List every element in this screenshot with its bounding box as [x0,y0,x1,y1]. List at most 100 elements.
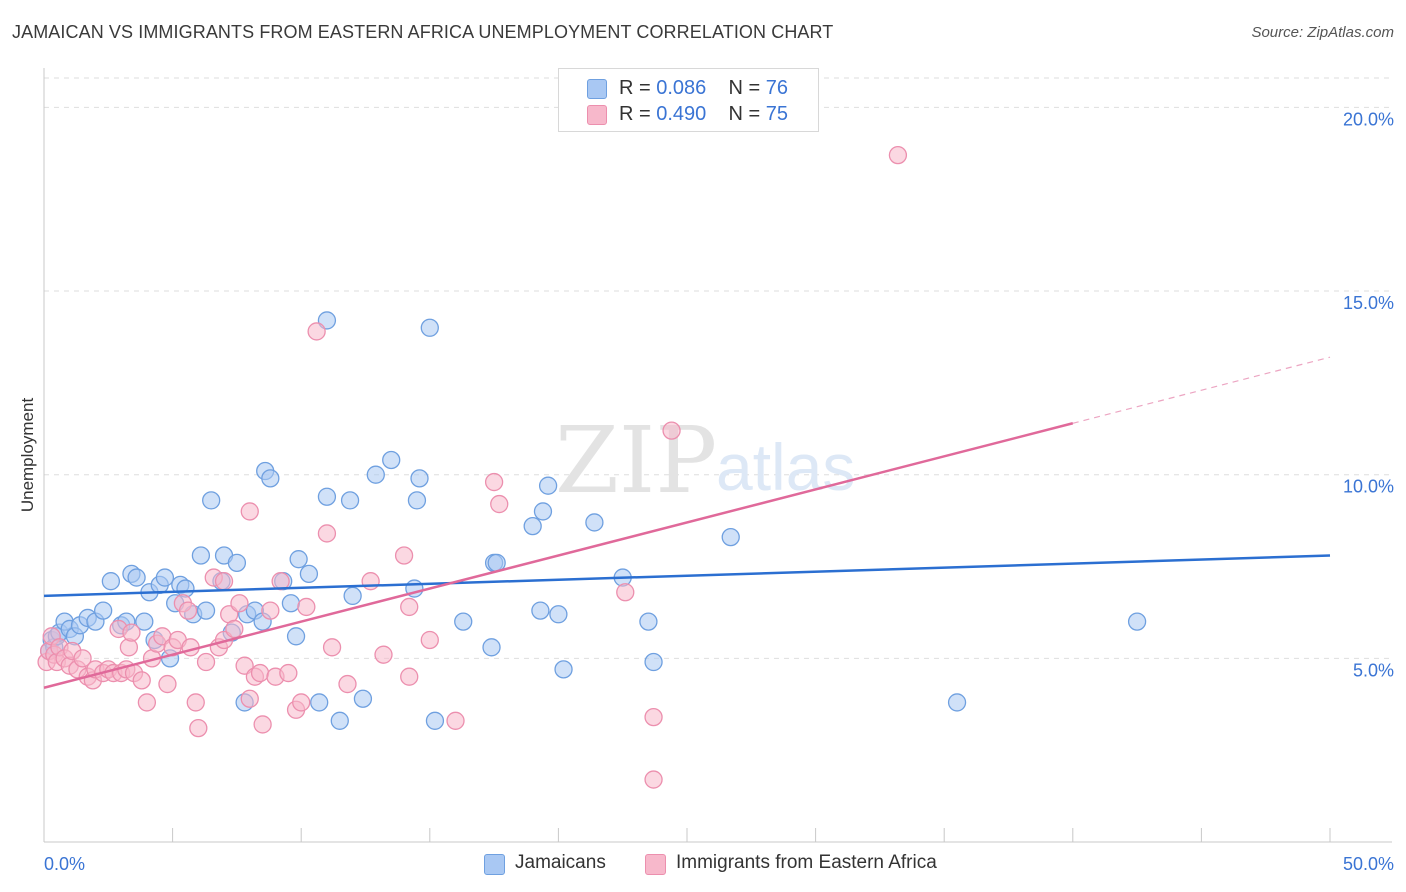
watermark-atlas: atlas [716,430,855,504]
point-jamaicans [343,586,362,606]
chart-title: JAMAICAN VS IMMIGRANTS FROM EASTERN AFRI… [12,22,834,42]
y-tick-label: 10.0% [1343,477,1394,497]
point-jamaicans [420,318,439,337]
point-jamaicans [549,605,568,624]
bottom-legend-label-jamaicans: Jamaicans [515,852,606,873]
point-eastern-africa [317,524,337,543]
point-jamaicans [330,711,349,730]
point-eastern-africa [361,572,380,591]
point-eastern-africa [230,594,249,613]
bottom-legend-label-eastern-africa: Immigrants from Eastern Africa [676,852,937,873]
point-jamaicans [155,568,175,587]
point-eastern-africa [214,572,234,591]
y-tick-label: 15.0% [1343,293,1394,313]
point-eastern-africa [261,601,280,620]
point-eastern-africa [338,674,357,694]
trend-line-jamaicans [43,554,1331,598]
x-tick-label: 50.0% [1343,854,1394,874]
point-jamaicans [317,487,337,506]
axes [43,68,1392,843]
point-jamaicans [310,693,329,712]
point-eastern-africa [446,711,465,730]
trend-line-extension-eastern-africa [1072,356,1331,424]
point-jamaicans [425,711,445,730]
point-jamaicans [127,568,146,587]
y-tick-label: 5.0% [1353,660,1394,680]
watermark-zip: ZIP [555,407,717,514]
point-jamaicans [1127,612,1147,631]
point-jamaicans [191,546,211,565]
x-tick-labels: 0.0% 50.0% [44,854,1394,874]
point-eastern-africa [616,583,635,602]
point-eastern-africa [250,663,270,683]
watermark: ZIP atlas [555,407,855,514]
point-jamaicans [721,527,740,547]
point-jamaicans [299,564,319,584]
trend-line-eastern-africa [43,422,1074,689]
point-eastern-africa [644,770,663,789]
point-jamaicans [94,601,113,620]
point-jamaicans [353,689,373,708]
point-jamaicans [135,612,154,631]
point-jamaicans [644,652,663,672]
point-jamaicans [947,693,967,712]
point-eastern-africa [292,693,311,712]
legend-n-value: 75 [765,103,789,125]
point-eastern-africa [888,145,908,165]
point-jamaicans [454,612,473,631]
legend-n-value: 76 [765,77,789,99]
point-eastern-africa [662,421,681,440]
legend-swatch-jamaicans [587,79,607,99]
point-jamaicans [482,638,501,657]
point-eastern-africa [253,715,272,734]
point-eastern-africa [137,693,157,712]
point-jamaicans [523,516,542,536]
point-eastern-africa [240,502,259,521]
point-eastern-africa [122,623,141,642]
point-jamaicans [538,476,558,495]
point-eastern-africa [279,663,298,683]
bottom-legend-swatch-jamaicans [484,854,505,875]
y-tick-labels: 5.0% 10.0% 15.0% 20.0% [1343,109,1394,680]
legend-swatch-eastern-africa [587,105,607,125]
point-eastern-africa [158,674,177,694]
point-jamaicans [196,601,216,620]
point-eastern-africa [240,689,259,708]
stats-legend: R = 0.086 N = 76 R = 0.490 N = 75 [558,68,819,132]
point-eastern-africa [225,619,244,639]
point-eastern-africa [484,472,504,492]
point-eastern-africa [644,707,663,727]
point-jamaicans [286,627,306,646]
x-tick-label: 0.0% [44,854,85,874]
point-jamaicans [202,491,221,510]
point-jamaicans [554,660,573,679]
legend-r-value: 0.490 [656,103,707,125]
y-tick-label: 20.0% [1343,109,1394,129]
grid-lines [44,77,1392,659]
point-jamaicans [533,502,553,521]
legend-r-label: R = [619,103,651,125]
point-eastern-africa [196,652,216,672]
bottom-legend-swatch-eastern-africa [645,854,666,875]
point-eastern-africa [186,693,205,712]
point-jamaicans [101,572,121,591]
point-eastern-africa [132,671,151,690]
source-label: Source: ZipAtlas.com [1251,24,1394,41]
point-jamaicans [289,550,308,569]
point-eastern-africa [307,322,326,341]
point-jamaicans [227,553,247,572]
point-eastern-africa [322,638,342,657]
point-eastern-africa [178,601,198,620]
point-jamaicans [281,594,301,613]
point-eastern-africa [394,546,414,565]
point-jamaicans [639,612,658,631]
point-jamaicans [366,465,385,484]
point-eastern-africa [189,718,208,738]
point-eastern-africa [490,494,509,514]
point-jamaicans [407,491,427,510]
point-jamaicans [382,450,401,470]
point-jamaicans [261,469,280,488]
legend-n-label: N = [728,77,761,99]
point-eastern-africa [297,597,316,617]
